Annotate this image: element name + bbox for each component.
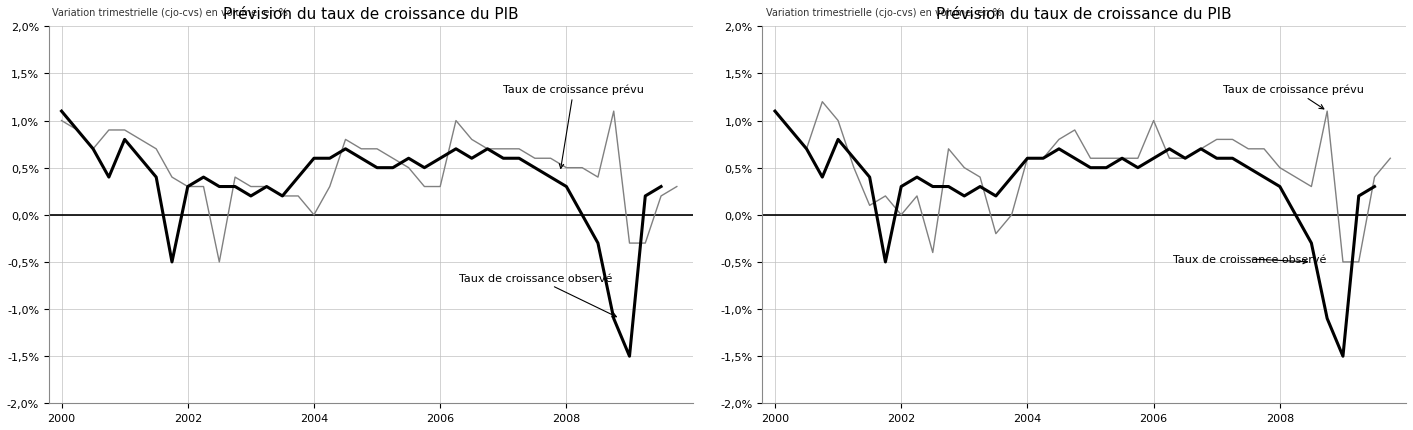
Text: Variation trimestrielle (cjo-cvs) en volume, en %: Variation trimestrielle (cjo-cvs) en vol… [766,8,1002,18]
Text: Variation trimestrielle (cjo-cvs) en volume, en %: Variation trimestrielle (cjo-cvs) en vol… [52,8,288,18]
Title: Prévision du taux de croissance du PIB: Prévision du taux de croissance du PIB [223,7,519,22]
Text: Taux de croissance prévu: Taux de croissance prévu [503,85,644,169]
Title: Prévision du taux de croissance du PIB: Prévision du taux de croissance du PIB [937,7,1232,22]
Text: Taux de croissance observé: Taux de croissance observé [459,273,616,317]
Text: Taux de croissance prévu: Taux de croissance prévu [1224,85,1364,110]
Text: Taux de croissance observé: Taux de croissance observé [1173,255,1325,264]
